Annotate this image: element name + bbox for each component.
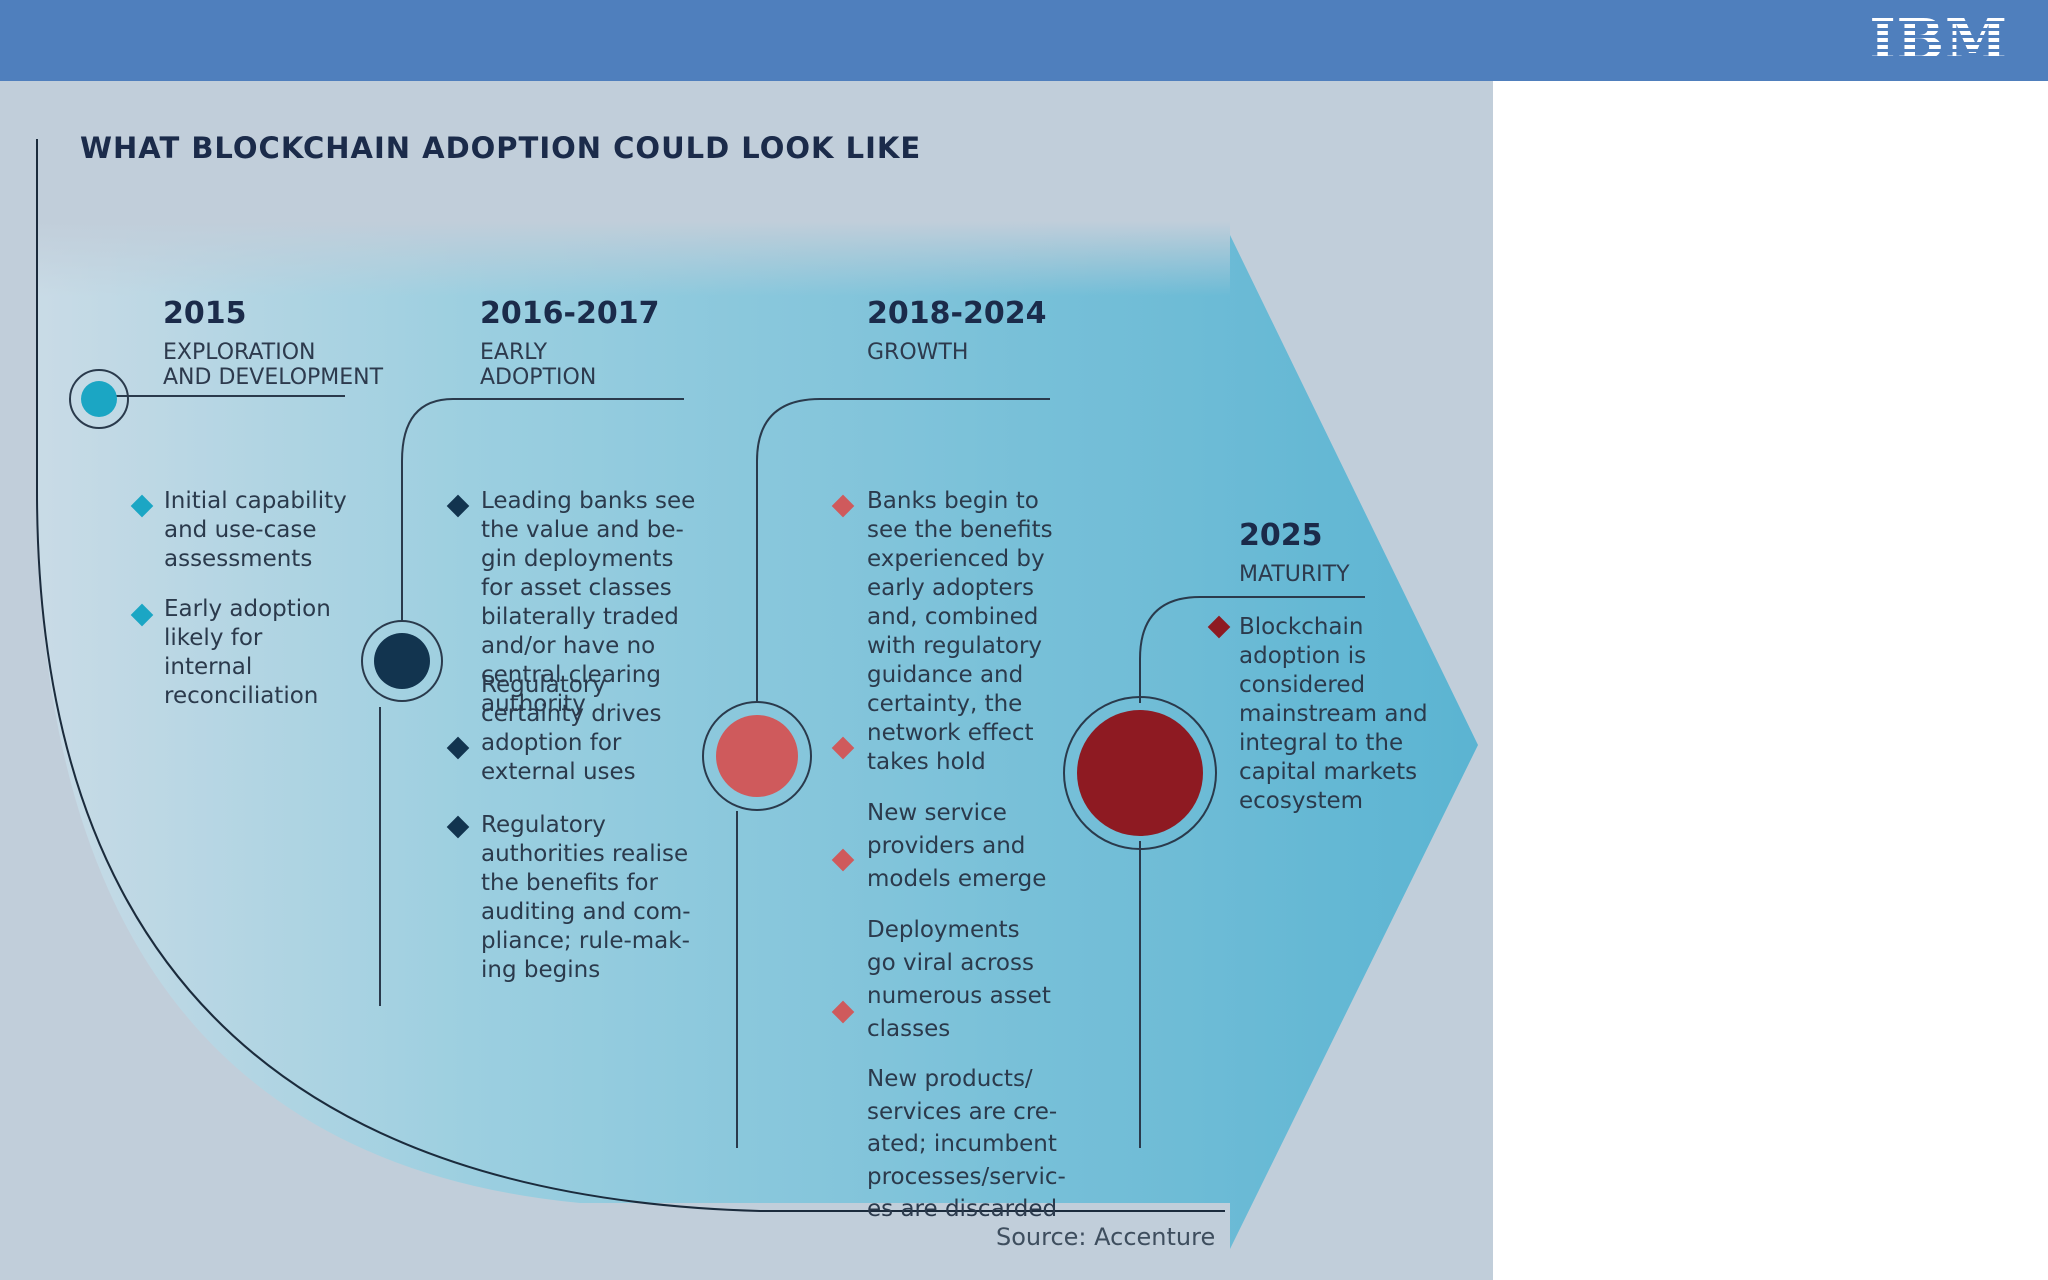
stage4-marker-ring bbox=[1063, 696, 1217, 850]
stage2-marker-ring bbox=[361, 620, 443, 702]
top-bar: IBM bbox=[0, 0, 2048, 81]
source-credit: Source: Accenture bbox=[996, 1223, 1216, 1251]
stage2-connector bbox=[401, 398, 684, 621]
stage3-marker-ring bbox=[702, 701, 812, 811]
stage4-marker bbox=[1077, 710, 1203, 836]
stage3-marker bbox=[716, 715, 798, 797]
stage3-bullet-2: New service providers and models emerge bbox=[867, 800, 1047, 892]
stage3-bullet-3: Deployments go viral across numerous ass… bbox=[867, 917, 1051, 1042]
stage3-bullet-4: New products/ services are cre- ated; in… bbox=[867, 1066, 1066, 1222]
stage2-label: EARLY ADOPTION bbox=[480, 340, 597, 390]
bullet-diamond bbox=[831, 848, 855, 872]
stage2-year: 2016-2017 bbox=[480, 296, 660, 331]
stage4-bullet-1: Blockchain adoption is considered mainst… bbox=[1239, 614, 1428, 814]
stage4-year: 2025 bbox=[1239, 518, 1323, 553]
stage3-connector bbox=[756, 398, 1050, 703]
stage3-label: GROWTH bbox=[867, 340, 969, 365]
stage1-bullet-1: Initial capability and use-case assessme… bbox=[164, 488, 347, 572]
bullet-diamond bbox=[446, 494, 470, 518]
stage2-marker bbox=[374, 633, 430, 689]
bullet-diamond bbox=[446, 736, 470, 760]
stage4-label: MATURITY bbox=[1239, 562, 1350, 587]
stage2-bullet-1: Leading banks see the value and be- gin … bbox=[481, 488, 696, 717]
bullet-diamond bbox=[831, 736, 855, 760]
stage1-marker-ring bbox=[69, 369, 129, 429]
bottom-curve-line bbox=[36, 490, 1225, 1212]
stage4-connector bbox=[1139, 596, 1365, 703]
bullet-diamond bbox=[831, 494, 855, 518]
bullet-diamond bbox=[1207, 615, 1231, 639]
bullet-diamond bbox=[831, 1000, 855, 1024]
stage1-label: EXPLORATION AND DEVELOPMENT bbox=[163, 340, 384, 390]
stage3-bullet-1: Banks begin to see the benefits experien… bbox=[867, 488, 1053, 775]
stage2-bullet-2: Regulatory certainty drives adoption for… bbox=[481, 672, 662, 785]
stage2-bullet-3: Regulatory authorities realise the benef… bbox=[481, 812, 691, 983]
stage1-year: 2015 bbox=[163, 296, 247, 331]
arrow-top-shade bbox=[37, 221, 1230, 296]
ibm-logo: IBM bbox=[1869, 7, 2008, 73]
bullet-diamond bbox=[446, 815, 470, 839]
stage3-year: 2018-2024 bbox=[867, 296, 1047, 331]
page-title: WHAT BLOCKCHAIN ADOPTION COULD LOOK LIKE bbox=[80, 131, 922, 165]
infographic-panel: WHAT BLOCKCHAIN ADOPTION COULD LOOK LIKE… bbox=[0, 81, 1493, 1280]
stage1-bullet-2: Early adoption likely for internal recon… bbox=[164, 596, 331, 709]
stage1-marker bbox=[81, 381, 117, 417]
timeline-diagram bbox=[36, 139, 1478, 1249]
